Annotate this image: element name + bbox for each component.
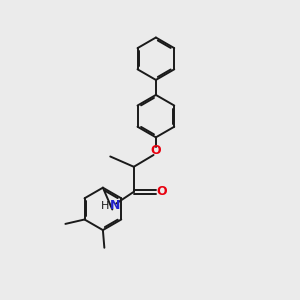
Text: N: N (110, 200, 120, 212)
Text: O: O (151, 144, 161, 157)
Text: H: H (101, 201, 110, 211)
Text: O: O (156, 185, 166, 198)
